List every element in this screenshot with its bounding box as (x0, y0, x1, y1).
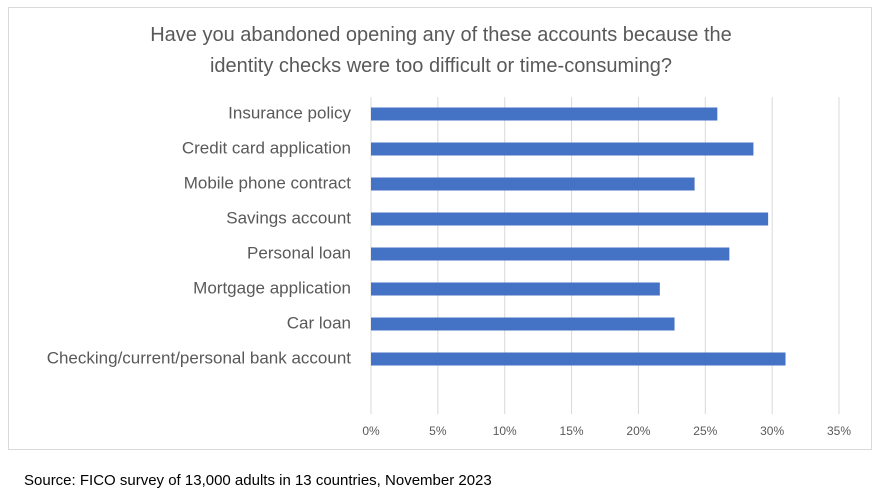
y-tick-label: Mortgage application (193, 278, 351, 297)
bar (371, 247, 730, 261)
y-tick-label: Checking/current/personal bank account (47, 348, 352, 367)
chart-frame (8, 7, 872, 450)
bar (371, 142, 754, 156)
x-tick-label: 35% (827, 424, 851, 438)
chart-title: Have you abandoned opening any of these … (150, 24, 732, 77)
x-tick-label: 15% (560, 424, 584, 438)
bar (371, 317, 675, 331)
y-tick-label: Insurance policy (228, 103, 351, 122)
x-tick-label: 25% (693, 424, 717, 438)
y-tick-label: Savings account (226, 208, 351, 227)
bar (371, 177, 695, 191)
y-tick-label: Mobile phone contract (184, 173, 352, 192)
bar (371, 107, 718, 121)
bar (371, 352, 786, 366)
y-tick-label: Car loan (287, 313, 351, 332)
x-tick-label: 20% (626, 424, 650, 438)
bar (371, 282, 660, 296)
y-tick-label: Personal loan (247, 243, 351, 262)
source-note: Source: FICO survey of 13,000 adults in … (24, 472, 492, 489)
x-tick-label: 10% (493, 424, 517, 438)
x-tick-label: 5% (429, 424, 447, 438)
x-tick-label: 30% (760, 424, 784, 438)
y-tick-label: Credit card application (182, 138, 351, 157)
bar (371, 212, 769, 226)
x-tick-label: 0% (362, 424, 380, 438)
